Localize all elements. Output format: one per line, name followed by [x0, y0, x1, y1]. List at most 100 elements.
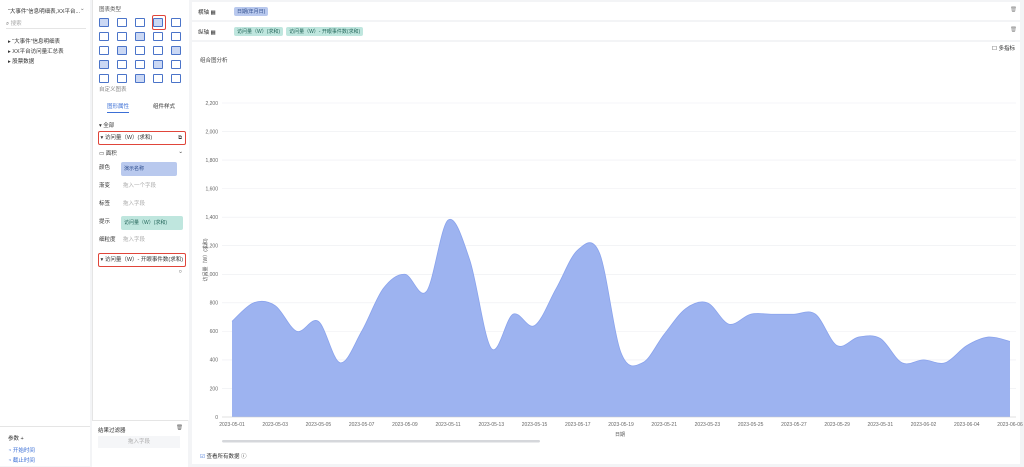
tree-label: XX平台访问量汇总表	[12, 49, 64, 55]
prop-name: 渐变	[99, 183, 111, 189]
x-tick-label: 2023-05-27	[781, 422, 807, 428]
y-tick-label: 400	[210, 358, 219, 364]
chart-type-icon[interactable]	[171, 60, 181, 69]
chart-type-icon[interactable]	[135, 46, 145, 55]
scrollbar[interactable]	[222, 440, 540, 443]
chart-type-icon[interactable]	[99, 32, 109, 41]
chart-type-icon[interactable]	[153, 60, 163, 69]
search-box[interactable]: ⌕ 搜索	[6, 19, 86, 29]
prop-name: 细粒度	[99, 237, 116, 243]
field-chip[interactable]: 访问量（W）- 开眼事件数(求和)	[286, 27, 364, 36]
x-tick-label: 2023-06-06	[997, 422, 1023, 428]
shelf-title: 纵轴	[198, 30, 210, 36]
chart-type-icon[interactable]	[153, 32, 163, 41]
prop-row: 细粒度 拖入字段	[99, 234, 145, 246]
chart-type-icon[interactable]	[171, 32, 181, 41]
area-line	[231, 218, 1011, 367]
add-param[interactable]: +	[20, 436, 24, 442]
clear-icon[interactable]: 🗑	[1010, 27, 1017, 33]
shelf-label: 纵轴 ▦	[198, 30, 216, 36]
x-tick-label: 2023-05-03	[262, 422, 288, 428]
option-label: 多指标	[998, 46, 1015, 52]
params-title: 参数 +	[8, 434, 24, 442]
prop-value[interactable]: 拖入字段	[123, 237, 146, 243]
tree-label: 股票数据	[12, 59, 35, 65]
tab[interactable]: 组件样式	[153, 104, 176, 110]
chart-type-icon[interactable]	[99, 60, 109, 69]
y-shelf: 纵轴 ▦ 访问量（W）(求和) 访问量（W）- 开眼事件数(求和) 🗑	[192, 22, 1020, 40]
chart-type-icon[interactable]	[135, 74, 145, 83]
custom-chart[interactable]: 自定义图表	[99, 87, 127, 93]
measure-row[interactable]: ▾ 访问量（W）(求和) ⧉	[98, 131, 186, 145]
chart-type-icon[interactable]	[117, 18, 127, 27]
chart-type-icon[interactable]	[117, 32, 127, 41]
prop-name: 颜色	[99, 165, 111, 171]
trash-icon[interactable]: 🗑	[176, 425, 183, 431]
dropdown-icon[interactable]: ⌄	[80, 6, 85, 12]
chart-type-icon[interactable]	[171, 46, 181, 55]
group-all[interactable]: ▾ 全部	[99, 123, 115, 129]
tree-item[interactable]: ▸ XX平台访问量汇总表	[8, 49, 64, 55]
chart-type-grid	[97, 15, 189, 83]
param[interactable]: ◔ 截止时间	[8, 458, 35, 464]
field-chip[interactable]: 日期(年月日)	[234, 7, 269, 16]
prop-row: 提示 访问量（W）(求和)	[99, 216, 183, 230]
mark-type[interactable]: ▭ 面积 ⌄	[99, 149, 183, 157]
param-label: 开始时间	[12, 448, 35, 454]
param-label: 截止时间	[12, 458, 35, 464]
y-tick-label: 1,200	[205, 244, 218, 250]
chart-type-icon[interactable]	[135, 60, 145, 69]
param[interactable]: ◔ 开始时间	[8, 448, 35, 454]
chart-type-icon[interactable]	[153, 46, 163, 55]
chart-type-icon[interactable]	[117, 74, 127, 83]
x-tick-label: 2023-05-07	[349, 422, 375, 428]
field-chip[interactable]: 访问量（W）(求和)	[234, 27, 284, 36]
chart-type-icon[interactable]	[153, 74, 163, 83]
area	[232, 219, 1010, 417]
tree-item[interactable]: ▸ 股票数据	[8, 59, 35, 65]
chart-type-icon[interactable]	[99, 46, 109, 55]
chart-type-icon[interactable]	[171, 74, 181, 83]
x-axis-label: 日期	[615, 432, 625, 438]
x-tick-label: 2023-06-02	[911, 422, 937, 428]
dataset-select[interactable]: “大事件”信息明细表,XX平台...	[8, 9, 81, 15]
sidebar: “大事件”信息明细表,XX平台... ⌄ ⌕ 搜索 ▸ “大事件”信息明细表 ▸…	[0, 0, 90, 466]
divider	[0, 426, 90, 427]
chart-type-icon[interactable]	[99, 18, 109, 27]
filter-drop[interactable]: 拖入字段	[98, 436, 180, 448]
tree-label: “大事件”信息明细表	[12, 39, 60, 45]
x-tick-label: 2023-05-25	[738, 422, 764, 428]
chart-type-icon[interactable]	[135, 32, 145, 41]
tree: ▸ “大事件”信息明细表 ▸ XX平台访问量汇总表 ▸ 股票数据	[8, 37, 64, 67]
prop-value[interactable]: 拖入字段	[123, 201, 146, 207]
y-axis-label: 访问量（W）(求和)	[202, 238, 209, 281]
y-tick-label: 0	[215, 415, 218, 421]
prop-name: 标签	[99, 201, 111, 207]
prop-value[interactable]: 演示名称	[121, 162, 177, 176]
prop-name: 提示	[99, 219, 111, 225]
view-all-label: 查看所有数据	[206, 454, 240, 460]
view-all[interactable]: ☑ 查看所有数据 ⓘ	[200, 454, 247, 460]
shelf-fields: 日期(年月日)	[234, 7, 271, 16]
chart-type-icon[interactable]	[117, 60, 127, 69]
measure-row[interactable]: ▾ 访问量（W）- 开眼事件数(求和) ○	[98, 253, 186, 275]
clear-icon[interactable]: 🗑	[1010, 7, 1017, 13]
shelf-fields: 访问量（W）(求和) 访问量（W）- 开眼事件数(求和)	[234, 27, 366, 36]
group-label: 全部	[103, 123, 115, 129]
chart-type-icon[interactable]	[99, 74, 109, 83]
x-tick-label: 2023-05-13	[479, 422, 505, 428]
chart-type-icon[interactable]	[117, 46, 127, 55]
tree-item[interactable]: ▸ “大事件”信息明细表	[8, 39, 60, 45]
x-tick-label: 2023-05-31	[868, 422, 894, 428]
option-checkbox[interactable]: ☐ 多指标	[992, 46, 1015, 52]
tab-active[interactable]: 图形属性	[107, 102, 130, 113]
y-tick-label: 200	[210, 386, 219, 392]
chart-type-icon[interactable]	[153, 18, 163, 27]
chart-type-icon[interactable]	[135, 18, 145, 27]
y-tick-label: 1,000	[205, 272, 218, 278]
prop-value[interactable]: 访问量（W）(求和)	[121, 216, 183, 230]
x-shelf: 横轴 ▦ 日期(年月日) 🗑	[192, 2, 1020, 20]
chart-type-icon[interactable]	[171, 18, 181, 27]
prop-value[interactable]: 拖入一个字段	[123, 183, 157, 189]
